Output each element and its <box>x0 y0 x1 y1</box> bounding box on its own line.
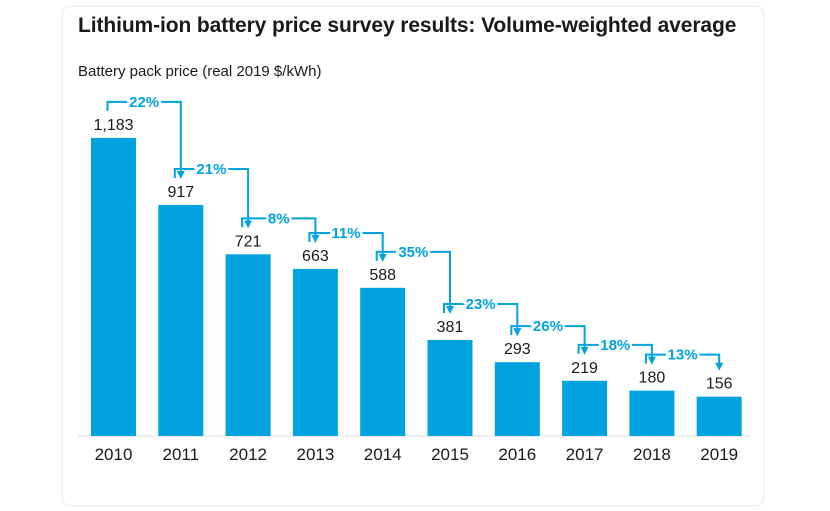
change-arrow-2012-2013 <box>241 217 320 243</box>
x-tick-2019: 2019 <box>700 445 738 464</box>
x-tick-2016: 2016 <box>498 445 536 464</box>
change-label-2012-2013: 8% <box>268 210 290 227</box>
change-label-2016-2017: 26% <box>533 318 563 335</box>
bar-2017 <box>562 380 608 436</box>
change-label-2011-2012: 21% <box>196 161 226 178</box>
x-tick-2011: 2011 <box>163 445 200 464</box>
data-label-2019: 156 <box>706 376 733 393</box>
change-arrow-2015-2016 <box>443 303 522 337</box>
x-tick-2018: 2018 <box>633 445 671 464</box>
data-label-2012: 721 <box>235 233 262 250</box>
x-tick-2010: 2010 <box>95 445 133 464</box>
bar-2016 <box>494 362 540 436</box>
data-label-2010: 1,183 <box>93 117 133 134</box>
bar-2010 <box>91 137 136 436</box>
bar-2013 <box>292 268 338 436</box>
change-arrow-2017-2018 <box>577 343 656 365</box>
change-label-2015-2016: 23% <box>466 296 496 313</box>
bar-2012 <box>225 254 271 436</box>
bar-2018 <box>629 390 675 436</box>
data-label-2014: 588 <box>369 267 396 284</box>
bar-2014 <box>360 287 406 436</box>
x-tick-2013: 2013 <box>296 445 334 464</box>
x-tick-2012: 2012 <box>229 445 267 464</box>
x-tick-2015: 2015 <box>431 445 469 464</box>
data-label-2013: 663 <box>302 248 329 265</box>
change-label-2014-2015: 35% <box>398 244 428 261</box>
change-arrow-2013-2014 <box>308 231 387 262</box>
data-label-2018: 180 <box>639 370 666 387</box>
change-label-2017-2018: 18% <box>600 337 630 354</box>
change-arrow-2011-2012 <box>173 167 253 229</box>
x-tick-2014: 2014 <box>364 445 402 464</box>
bar-2011 <box>158 204 204 436</box>
data-label-2016: 293 <box>504 341 531 358</box>
data-label-2017: 219 <box>571 360 598 377</box>
change-label-2018-2019: 13% <box>668 347 698 364</box>
change-label-2010-2011: 22% <box>129 94 159 111</box>
data-label-2011: 917 <box>167 184 194 201</box>
bar-2015 <box>427 340 473 436</box>
change-arrow-2014-2015 <box>375 250 454 314</box>
bar-2019 <box>696 396 742 436</box>
change-arrow-2016-2017 <box>510 325 589 355</box>
change-label-2013-2014: 11% <box>331 225 360 242</box>
chart-title: Lithium-ion battery price survey results… <box>78 14 737 37</box>
x-tick-2017: 2017 <box>566 445 604 464</box>
data-label-2015: 381 <box>437 319 464 336</box>
change-arrow-2018-2019 <box>644 353 724 371</box>
y-axis-label: Battery pack price (real 2019 $/kWh) <box>78 63 322 80</box>
change-arrow-2010-2011 <box>106 100 185 179</box>
